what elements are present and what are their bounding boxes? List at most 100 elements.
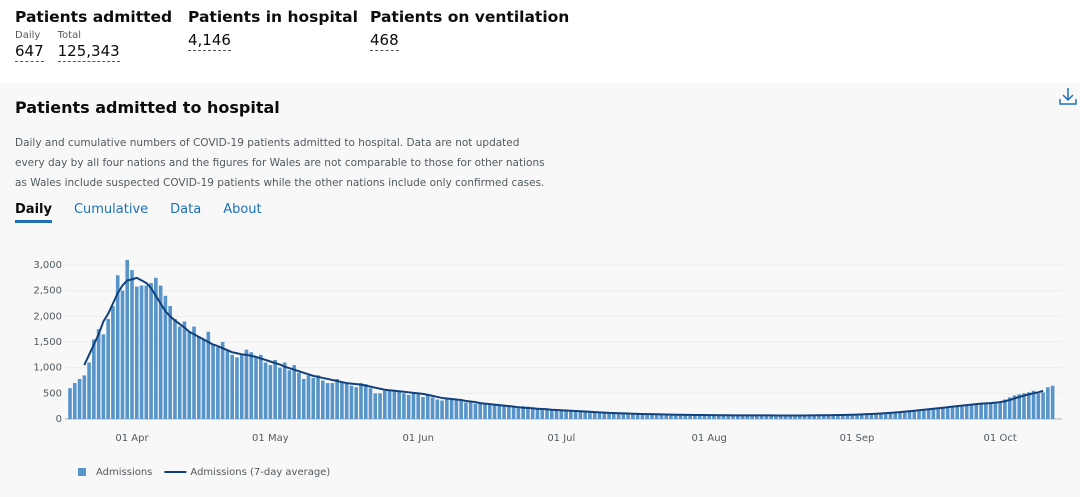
bar: [411, 392, 416, 419]
bar: [125, 259, 130, 419]
bar: [173, 318, 177, 419]
headline-block: Patients in hospital 4,146: [188, 8, 358, 51]
bar: [487, 403, 492, 419]
bar: [96, 329, 101, 419]
bar: [216, 347, 220, 419]
headline-title: Patients in hospital: [188, 8, 358, 26]
legend-label: Admissions (7-day average): [190, 467, 330, 478]
bar: [697, 415, 702, 419]
tab[interactable]: Cumulative: [73, 202, 149, 217]
bar: [254, 357, 258, 419]
bar: [588, 412, 592, 419]
bar: [359, 383, 363, 419]
y-tick-label: 500: [43, 388, 62, 399]
bar: [1022, 393, 1026, 419]
bar: [740, 415, 745, 419]
bar: [855, 414, 859, 419]
bar: [502, 406, 506, 419]
bar: [597, 412, 602, 419]
bar: [1017, 394, 1022, 419]
bar: [540, 409, 545, 419]
headline-block: Patients on ventilation 468: [370, 8, 569, 51]
bar: [955, 405, 960, 419]
bar: [206, 331, 211, 419]
bar: [130, 270, 134, 419]
bar: [530, 408, 535, 419]
bar: [883, 412, 888, 419]
bar: [683, 414, 688, 419]
headline-metrics: 4,146: [188, 30, 358, 51]
bar: [573, 411, 578, 419]
tab[interactable]: About: [223, 202, 262, 217]
legend-swatch: [78, 468, 86, 476]
bar: [759, 415, 764, 419]
bar: [583, 411, 587, 419]
bar: [383, 390, 387, 419]
bar: [755, 415, 759, 419]
bar: [445, 398, 449, 419]
bar: [325, 383, 330, 419]
bar: [893, 412, 898, 419]
card-title: Patients admitted to hospital: [15, 98, 280, 117]
bar: [879, 413, 883, 419]
tab[interactable]: Data: [170, 202, 202, 217]
bar: [235, 357, 239, 419]
bar: [941, 407, 945, 419]
bar: [144, 285, 149, 419]
bar: [669, 414, 673, 419]
bar: [287, 370, 292, 419]
bar: [654, 414, 659, 419]
headline-metric: Total 125,343: [57, 30, 120, 62]
bar: [368, 388, 373, 419]
bar: [659, 414, 664, 419]
bar: [68, 388, 72, 419]
bar: [406, 394, 411, 419]
bar: [301, 378, 306, 419]
bar: [578, 411, 583, 419]
bar: [736, 415, 740, 419]
bar: [607, 412, 611, 419]
metric-value: 4,146: [188, 31, 231, 51]
bar: [120, 290, 125, 419]
bar: [907, 410, 912, 419]
bar: [769, 415, 773, 419]
bar: [731, 415, 735, 419]
metric-value: 125,343: [57, 42, 120, 62]
bar: [430, 397, 435, 419]
tab[interactable]: Daily: [15, 202, 52, 223]
bar: [888, 412, 893, 419]
x-tick-label: 01 Jul: [547, 433, 575, 444]
bar: [273, 359, 277, 419]
bar: [964, 404, 969, 419]
x-tick-label: 01 Apr: [115, 433, 149, 444]
bar: [416, 394, 421, 419]
bar: [764, 415, 769, 419]
bar: [244, 349, 249, 419]
bar: [836, 414, 840, 419]
bar: [196, 336, 201, 419]
bar: [192, 326, 196, 419]
bar: [798, 415, 802, 419]
bar: [454, 400, 459, 419]
bar: [402, 393, 406, 419]
bar: [864, 414, 869, 419]
y-tick-label: 1,500: [33, 337, 62, 348]
bar: [278, 367, 282, 419]
bar: [678, 414, 683, 419]
bar: [516, 407, 521, 419]
bar: [917, 409, 921, 419]
bar: [712, 415, 716, 419]
bar: [831, 414, 835, 419]
x-tick-label: 01 Aug: [691, 433, 726, 444]
bar: [397, 391, 401, 419]
bar: [783, 415, 788, 419]
download-button[interactable]: [1057, 85, 1079, 107]
bar: [249, 352, 254, 419]
bar: [1026, 392, 1031, 419]
bar: [616, 413, 621, 419]
bar: [926, 408, 931, 419]
bar: [726, 415, 731, 419]
bar: [268, 365, 273, 419]
bar: [72, 383, 77, 419]
bar: [592, 412, 597, 419]
